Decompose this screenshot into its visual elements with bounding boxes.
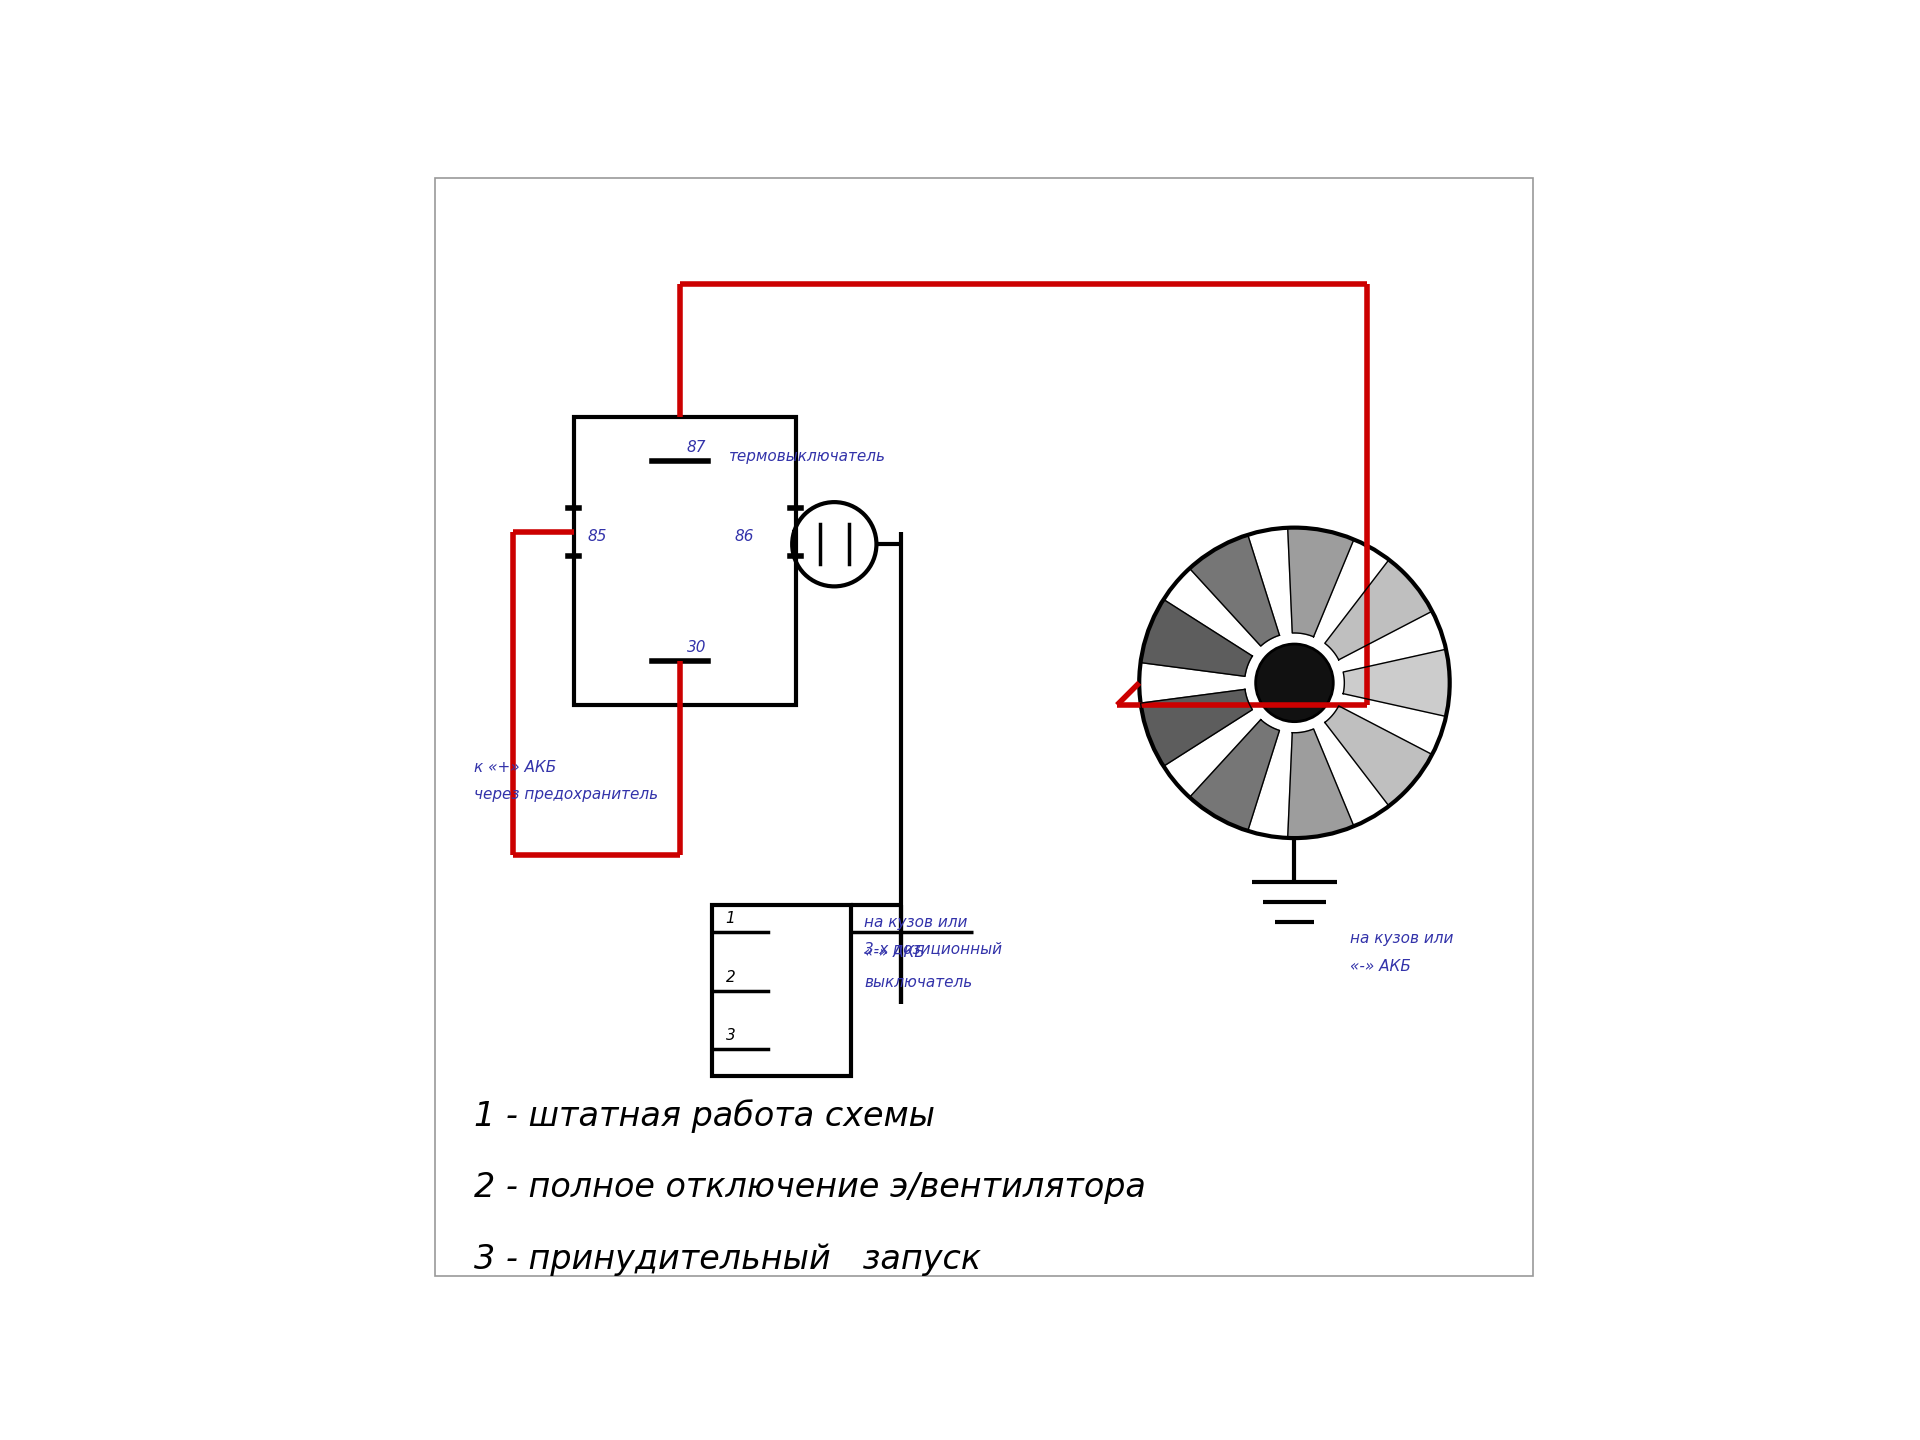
Text: 85: 85 (588, 528, 607, 544)
Polygon shape (1344, 649, 1450, 717)
Text: 86: 86 (735, 528, 755, 544)
Bar (574, 416, 795, 706)
Text: 3-х позиционный: 3-х позиционный (864, 940, 1002, 956)
Text: «-» АКБ: «-» АКБ (1350, 959, 1411, 973)
Bar (712, 904, 851, 1077)
Polygon shape (1190, 720, 1279, 831)
Text: «-» АКБ: «-» АКБ (864, 945, 925, 959)
Text: 1: 1 (726, 912, 735, 926)
Polygon shape (1325, 706, 1432, 806)
Circle shape (1256, 644, 1332, 721)
Text: на кузов или: на кузов или (864, 914, 968, 930)
Polygon shape (1190, 534, 1279, 647)
Text: 3: 3 (726, 1028, 735, 1043)
Polygon shape (1288, 527, 1354, 636)
Text: на кузов или: на кузов или (1350, 932, 1453, 946)
Text: к «+» АКБ: к «+» АКБ (474, 759, 557, 775)
Text: термовыключатель: термовыключатель (730, 449, 885, 464)
Polygon shape (1140, 690, 1252, 766)
Text: 2 - полное отключение э/вентилятора: 2 - полное отключение э/вентилятора (474, 1171, 1146, 1204)
Text: 2: 2 (726, 969, 735, 985)
Text: выключатель: выключатель (864, 975, 973, 991)
Polygon shape (1140, 599, 1252, 677)
Text: 3 - принудительный   запуск: 3 - принудительный запуск (474, 1243, 981, 1276)
Text: 87: 87 (687, 441, 707, 455)
Polygon shape (1325, 560, 1432, 660)
Polygon shape (1288, 729, 1354, 838)
Text: 30: 30 (687, 639, 707, 655)
Text: 1 - штатная работа схемы: 1 - штатная работа схемы (474, 1099, 935, 1132)
Text: через предохранитель: через предохранитель (474, 788, 659, 802)
